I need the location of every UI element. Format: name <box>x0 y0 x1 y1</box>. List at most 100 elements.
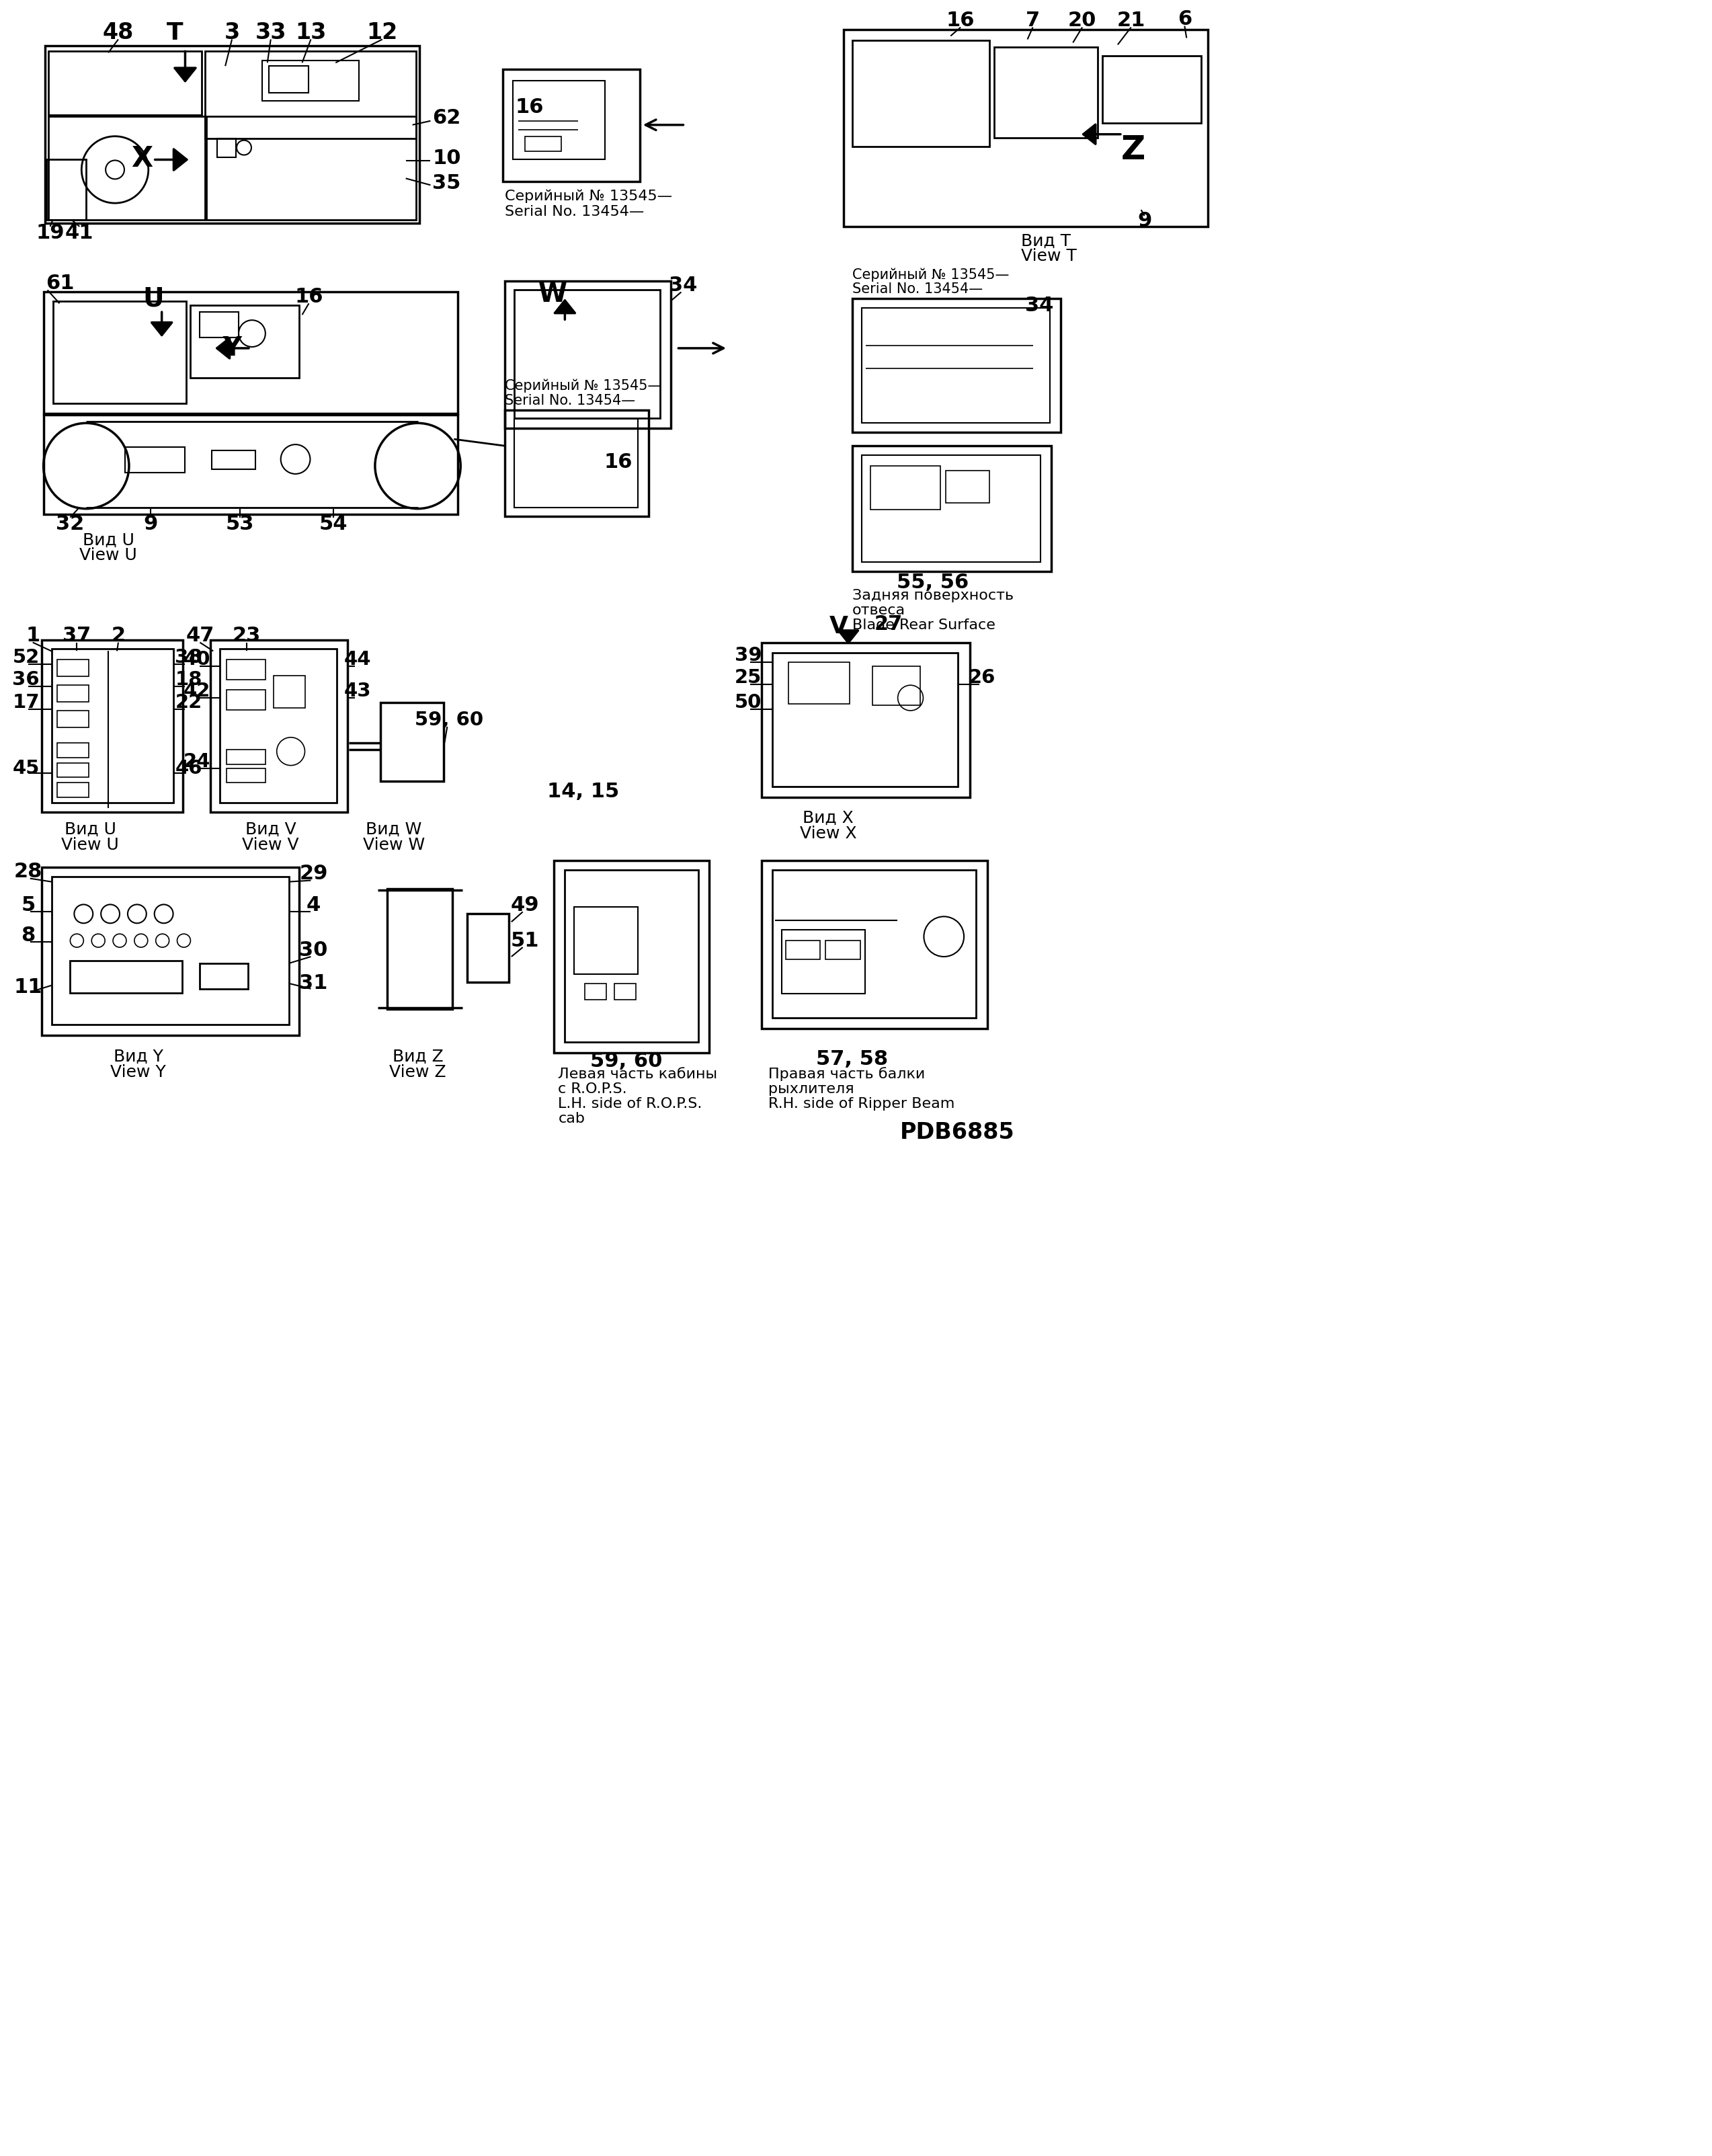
Bar <box>226 750 265 763</box>
Bar <box>514 418 639 507</box>
Bar <box>772 653 959 787</box>
Text: Вид W: Вид W <box>366 821 421 839</box>
Bar <box>56 783 89 798</box>
Text: View Y: View Y <box>111 1065 166 1080</box>
Text: Задняя поверхность: Задняя поверхность <box>853 589 1014 602</box>
Text: 17: 17 <box>12 694 39 711</box>
Text: U: U <box>142 287 164 310</box>
Text: 34: 34 <box>669 276 697 295</box>
Bar <box>853 446 1051 571</box>
Bar <box>226 660 265 679</box>
Text: 29: 29 <box>300 865 327 884</box>
Bar <box>219 649 337 802</box>
Text: 62: 62 <box>433 108 461 127</box>
Text: Вид U: Вид U <box>82 533 134 550</box>
Text: 38: 38 <box>175 649 202 666</box>
Bar <box>947 470 990 502</box>
Bar <box>41 867 300 1035</box>
Text: Серийный № 13545—: Серийный № 13545— <box>853 267 1008 282</box>
Text: Вид X: Вид X <box>803 811 854 826</box>
Text: 39: 39 <box>734 647 762 666</box>
Text: 24: 24 <box>183 752 211 772</box>
Text: W: W <box>539 282 567 308</box>
Text: 37: 37 <box>63 625 91 645</box>
Text: 35: 35 <box>433 172 461 192</box>
Bar <box>274 675 305 707</box>
Text: 20: 20 <box>1068 11 1096 30</box>
Bar <box>873 666 921 705</box>
Bar <box>786 940 820 959</box>
Bar <box>200 964 248 990</box>
Bar <box>70 962 183 992</box>
Text: 4: 4 <box>306 895 320 914</box>
Text: 32: 32 <box>56 515 84 535</box>
Bar <box>505 410 649 515</box>
Text: 25: 25 <box>734 668 762 688</box>
Text: 47: 47 <box>185 625 214 645</box>
Text: Вид T: Вид T <box>1020 233 1070 250</box>
Text: Серийный № 13545—: Серийный № 13545— <box>505 379 661 392</box>
Bar <box>505 280 671 429</box>
Bar <box>861 455 1041 563</box>
Text: 16: 16 <box>604 453 633 472</box>
Text: cab: cab <box>558 1112 586 1125</box>
Text: 13: 13 <box>294 22 327 43</box>
Bar <box>211 640 348 813</box>
Text: Вид U: Вид U <box>65 821 116 839</box>
Bar <box>125 446 185 472</box>
Text: 9: 9 <box>1137 211 1152 231</box>
Bar <box>853 41 990 147</box>
Text: 54: 54 <box>318 515 348 535</box>
Bar <box>514 291 659 418</box>
Bar <box>781 929 865 994</box>
Text: с R.O.P.S.: с R.O.P.S. <box>558 1082 627 1095</box>
Text: 51: 51 <box>510 931 539 951</box>
Bar <box>56 660 89 677</box>
Text: PDB6885: PDB6885 <box>901 1121 1015 1143</box>
Text: Blade Rear Surface: Blade Rear Surface <box>853 619 995 632</box>
Text: 57, 58: 57, 58 <box>817 1050 889 1069</box>
Text: View W: View W <box>363 837 425 854</box>
Text: View U: View U <box>62 837 120 854</box>
Text: 16: 16 <box>947 11 974 30</box>
Bar <box>53 302 187 403</box>
Text: Serial No. 13454—: Serial No. 13454— <box>853 282 983 295</box>
Bar <box>212 451 255 470</box>
Text: 48: 48 <box>103 22 134 43</box>
Text: Вид Z: Вид Z <box>392 1048 443 1065</box>
Bar <box>380 703 443 780</box>
Text: 8: 8 <box>21 925 36 944</box>
Text: 28: 28 <box>14 862 43 882</box>
Bar <box>762 860 988 1028</box>
Text: V: V <box>830 614 849 638</box>
Bar <box>43 416 457 513</box>
Bar <box>200 313 238 338</box>
Text: рыхлителя: рыхлителя <box>769 1082 854 1095</box>
Text: 59, 60: 59, 60 <box>414 711 483 729</box>
Text: 16: 16 <box>294 287 324 306</box>
Text: 46: 46 <box>175 759 202 778</box>
Bar <box>512 80 604 160</box>
Text: View U: View U <box>79 548 137 563</box>
Text: 1: 1 <box>26 625 39 645</box>
Text: 43: 43 <box>344 681 372 701</box>
Text: 49: 49 <box>510 895 539 914</box>
Bar <box>555 860 709 1052</box>
Text: 22: 22 <box>175 694 202 711</box>
Text: Вид V: Вид V <box>245 821 296 839</box>
Text: 3: 3 <box>224 22 240 43</box>
Text: 52: 52 <box>12 649 39 666</box>
Bar <box>788 662 849 703</box>
Text: 2: 2 <box>111 625 125 645</box>
Text: 40: 40 <box>183 651 211 668</box>
Text: Правая часть балки: Правая часть балки <box>769 1067 924 1082</box>
Bar <box>56 763 89 778</box>
Bar <box>262 60 360 101</box>
Bar <box>226 768 265 783</box>
Text: 27: 27 <box>875 614 902 634</box>
Bar <box>48 116 205 220</box>
Text: View Z: View Z <box>389 1065 447 1080</box>
Text: X: X <box>130 144 152 172</box>
Bar <box>45 45 419 224</box>
Text: Левая часть кабины: Левая часть кабины <box>558 1067 717 1080</box>
